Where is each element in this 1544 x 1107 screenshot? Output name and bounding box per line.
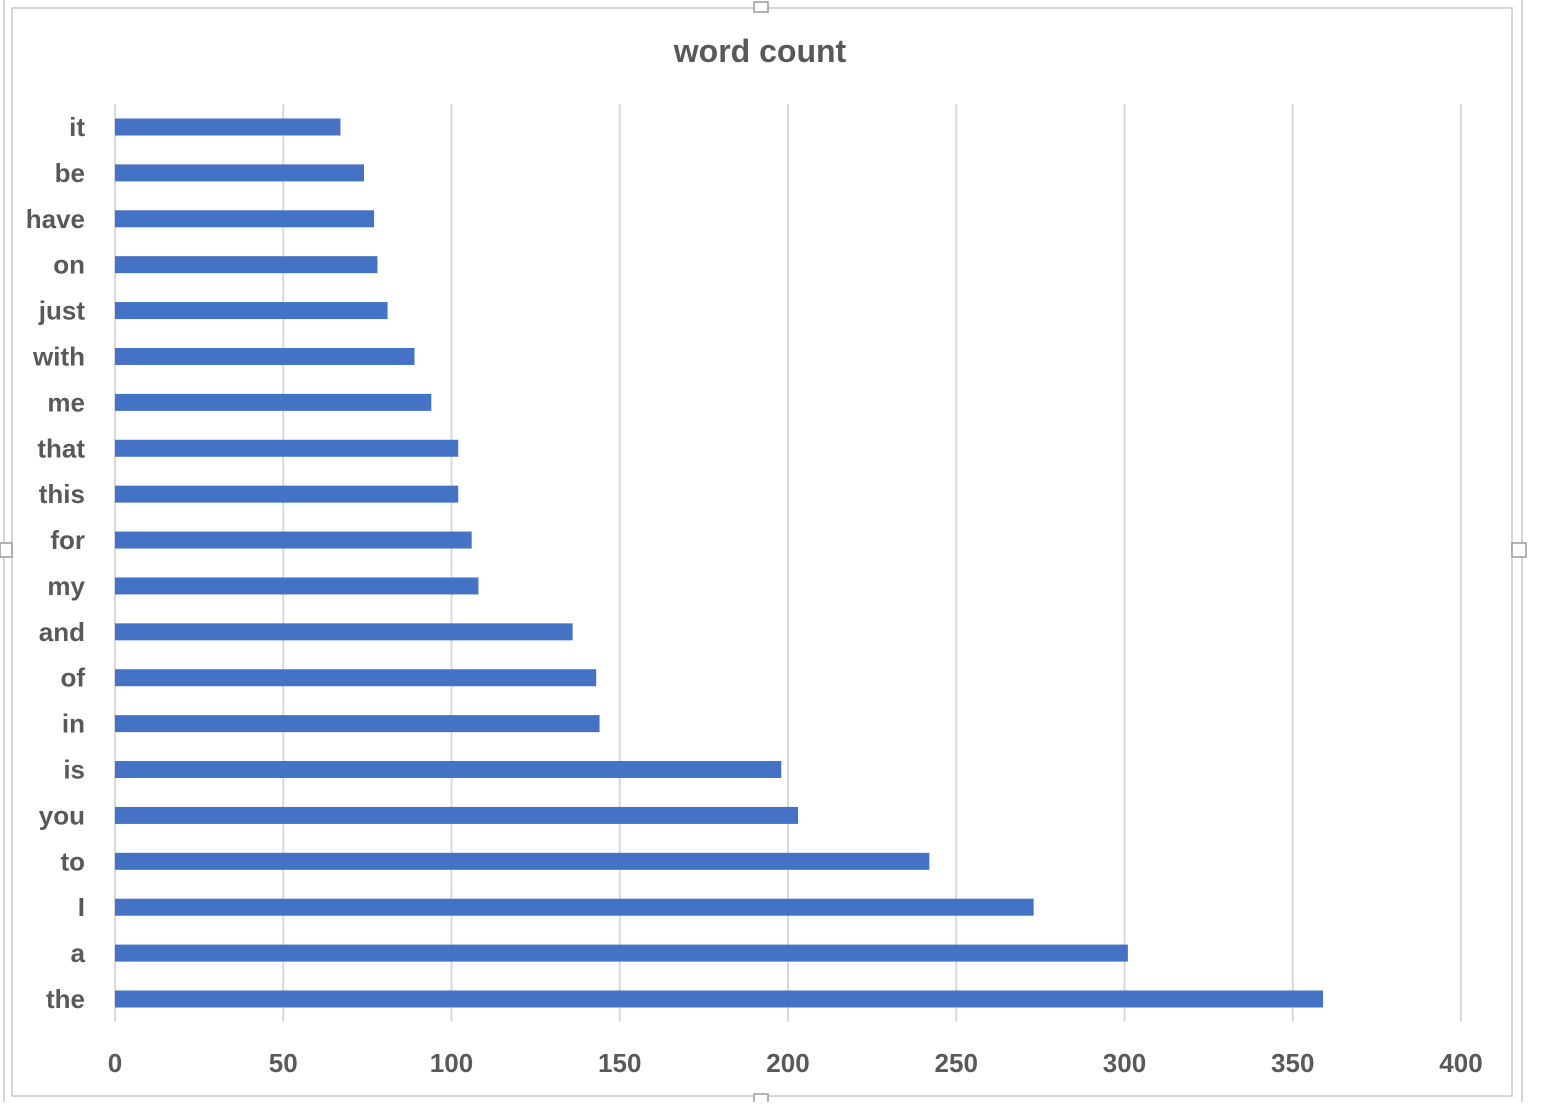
bar-have[interactable] (115, 210, 375, 228)
bar-with[interactable] (115, 347, 415, 365)
category-label: in (62, 709, 85, 739)
x-tick-label: 350 (1271, 1048, 1314, 1078)
bar-the[interactable] (115, 990, 1324, 1008)
category-label: this (39, 479, 85, 509)
category-label: just (38, 296, 86, 326)
x-tick-label: 300 (1103, 1048, 1146, 1078)
bar-on[interactable] (115, 256, 378, 274)
x-tick-label: 250 (935, 1048, 978, 1078)
bar-of[interactable] (115, 669, 597, 687)
x-tick-label: 0 (108, 1048, 122, 1078)
category-label: I (78, 892, 85, 922)
category-label: you (39, 800, 85, 830)
category-label: me (47, 387, 85, 417)
x-axis-tick-labels: 0 50 100 150 200 250 300 350 400 (108, 1048, 1483, 1078)
bar-that[interactable] (115, 439, 459, 457)
category-label: for (50, 525, 85, 555)
bar-my[interactable] (115, 577, 479, 595)
bar-this[interactable] (115, 485, 459, 503)
x-tick-label: 100 (430, 1048, 473, 1078)
x-tick-label: 400 (1439, 1048, 1482, 1078)
bar-you[interactable] (115, 806, 799, 824)
bar-to[interactable] (115, 852, 930, 870)
category-label: to (60, 846, 85, 876)
chart-border (11, 7, 1513, 1097)
resize-handle-right[interactable] (1511, 542, 1527, 558)
category-label: be (55, 158, 85, 188)
bar-in[interactable] (115, 715, 600, 733)
bar-for[interactable] (115, 531, 472, 549)
category-label: it (69, 112, 85, 142)
category-labels: it be have on just with me that this for my and of in… (26, 112, 86, 1014)
category-label: and (39, 617, 85, 647)
x-tick-label: 200 (766, 1048, 809, 1078)
bar-a[interactable] (115, 944, 1128, 962)
category-label: the (46, 984, 85, 1014)
category-label: of (60, 663, 85, 693)
x-tick-label: 50 (269, 1048, 298, 1078)
bar-and[interactable] (115, 623, 573, 641)
category-label: a (71, 938, 86, 968)
category-label: have (26, 204, 85, 234)
bars (115, 118, 1324, 1008)
chart-title: word count (673, 33, 847, 69)
bar-be[interactable] (115, 164, 365, 182)
resize-handle-top[interactable] (753, 1, 769, 13)
bar-i[interactable] (115, 898, 1034, 916)
bar-just[interactable] (115, 302, 388, 320)
resize-handle-left[interactable] (0, 542, 13, 558)
category-label: my (47, 571, 85, 601)
resize-handle-bottom[interactable] (753, 1093, 769, 1105)
bar-me[interactable] (115, 393, 432, 411)
bar-is[interactable] (115, 761, 782, 779)
category-label: is (63, 755, 85, 785)
x-tick-label: 150 (598, 1048, 641, 1078)
bar-it[interactable] (115, 118, 341, 136)
category-label: on (53, 250, 85, 280)
category-label: that (37, 433, 85, 463)
gridlines (114, 104, 1462, 1022)
category-label: with (32, 341, 85, 371)
